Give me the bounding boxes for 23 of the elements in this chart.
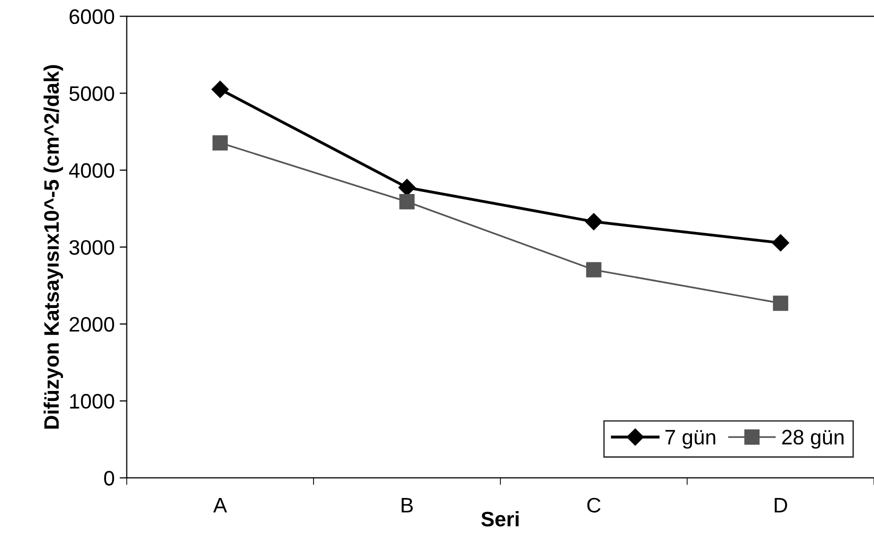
x-tick-label: B [402,498,413,512]
point [772,234,790,252]
legend-label: 7 gün [665,430,716,449]
point [212,135,228,150]
point [586,262,602,278]
y-tick-label: 2000 [70,316,114,332]
y-tick-label: 3000 [69,240,114,255]
legend-label: 28 gün [782,430,844,449]
point [212,80,229,98]
y-tick-label: 6000 [70,9,114,24]
x-tick-label: D [774,498,788,512]
point [399,194,415,210]
y-tick-label: 1000 [70,394,114,409]
point [772,296,788,311]
x-axis-title: Seri [481,511,519,526]
y-tick-label: 4000 [69,163,114,178]
x-tick-label: C [587,498,600,513]
x-tick-label: A [213,498,228,512]
point [398,178,416,196]
y-tick-label: 0 [104,470,114,486]
y-tick-label: 5000 [69,86,114,101]
y-axis-title: Difüzyon Katsayısıx10^-5 (cm^2/dak) [44,65,64,429]
point [585,213,602,230]
